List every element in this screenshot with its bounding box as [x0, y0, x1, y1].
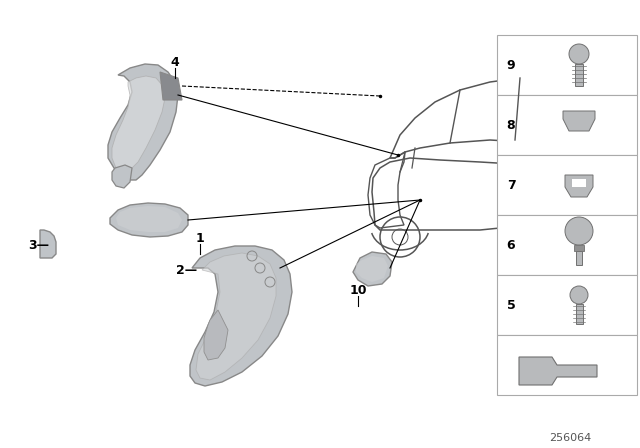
Circle shape — [565, 217, 593, 245]
Bar — [574, 245, 584, 251]
Polygon shape — [160, 72, 182, 100]
Bar — [497, 155, 637, 215]
Polygon shape — [108, 64, 178, 180]
Bar — [497, 275, 637, 335]
Text: 256064: 256064 — [549, 433, 591, 443]
Polygon shape — [40, 230, 56, 258]
Polygon shape — [572, 179, 586, 187]
Polygon shape — [353, 252, 392, 286]
Text: 2—: 2— — [176, 263, 197, 276]
Bar — [576, 251, 582, 265]
Text: 7: 7 — [507, 178, 515, 191]
Bar — [497, 335, 637, 395]
Text: 10: 10 — [349, 284, 367, 297]
Bar — [575, 304, 582, 324]
Polygon shape — [196, 253, 276, 380]
Polygon shape — [190, 246, 292, 386]
Bar — [497, 35, 637, 95]
Polygon shape — [519, 357, 597, 385]
Polygon shape — [356, 256, 388, 282]
Text: 6: 6 — [507, 238, 515, 251]
Text: 9: 9 — [507, 59, 515, 72]
Polygon shape — [563, 111, 595, 131]
Polygon shape — [112, 165, 132, 188]
Circle shape — [570, 286, 588, 304]
Text: 8: 8 — [507, 119, 515, 132]
Text: 1: 1 — [196, 232, 204, 245]
Polygon shape — [112, 76, 165, 172]
Polygon shape — [116, 206, 182, 232]
Text: 3—: 3— — [28, 238, 49, 251]
Polygon shape — [204, 310, 228, 360]
Bar — [497, 215, 637, 275]
Bar — [497, 95, 637, 155]
Polygon shape — [565, 175, 593, 197]
Text: 4: 4 — [171, 56, 179, 69]
Bar — [575, 64, 583, 86]
Circle shape — [569, 44, 589, 64]
Text: 5: 5 — [507, 298, 515, 311]
Polygon shape — [110, 203, 188, 237]
